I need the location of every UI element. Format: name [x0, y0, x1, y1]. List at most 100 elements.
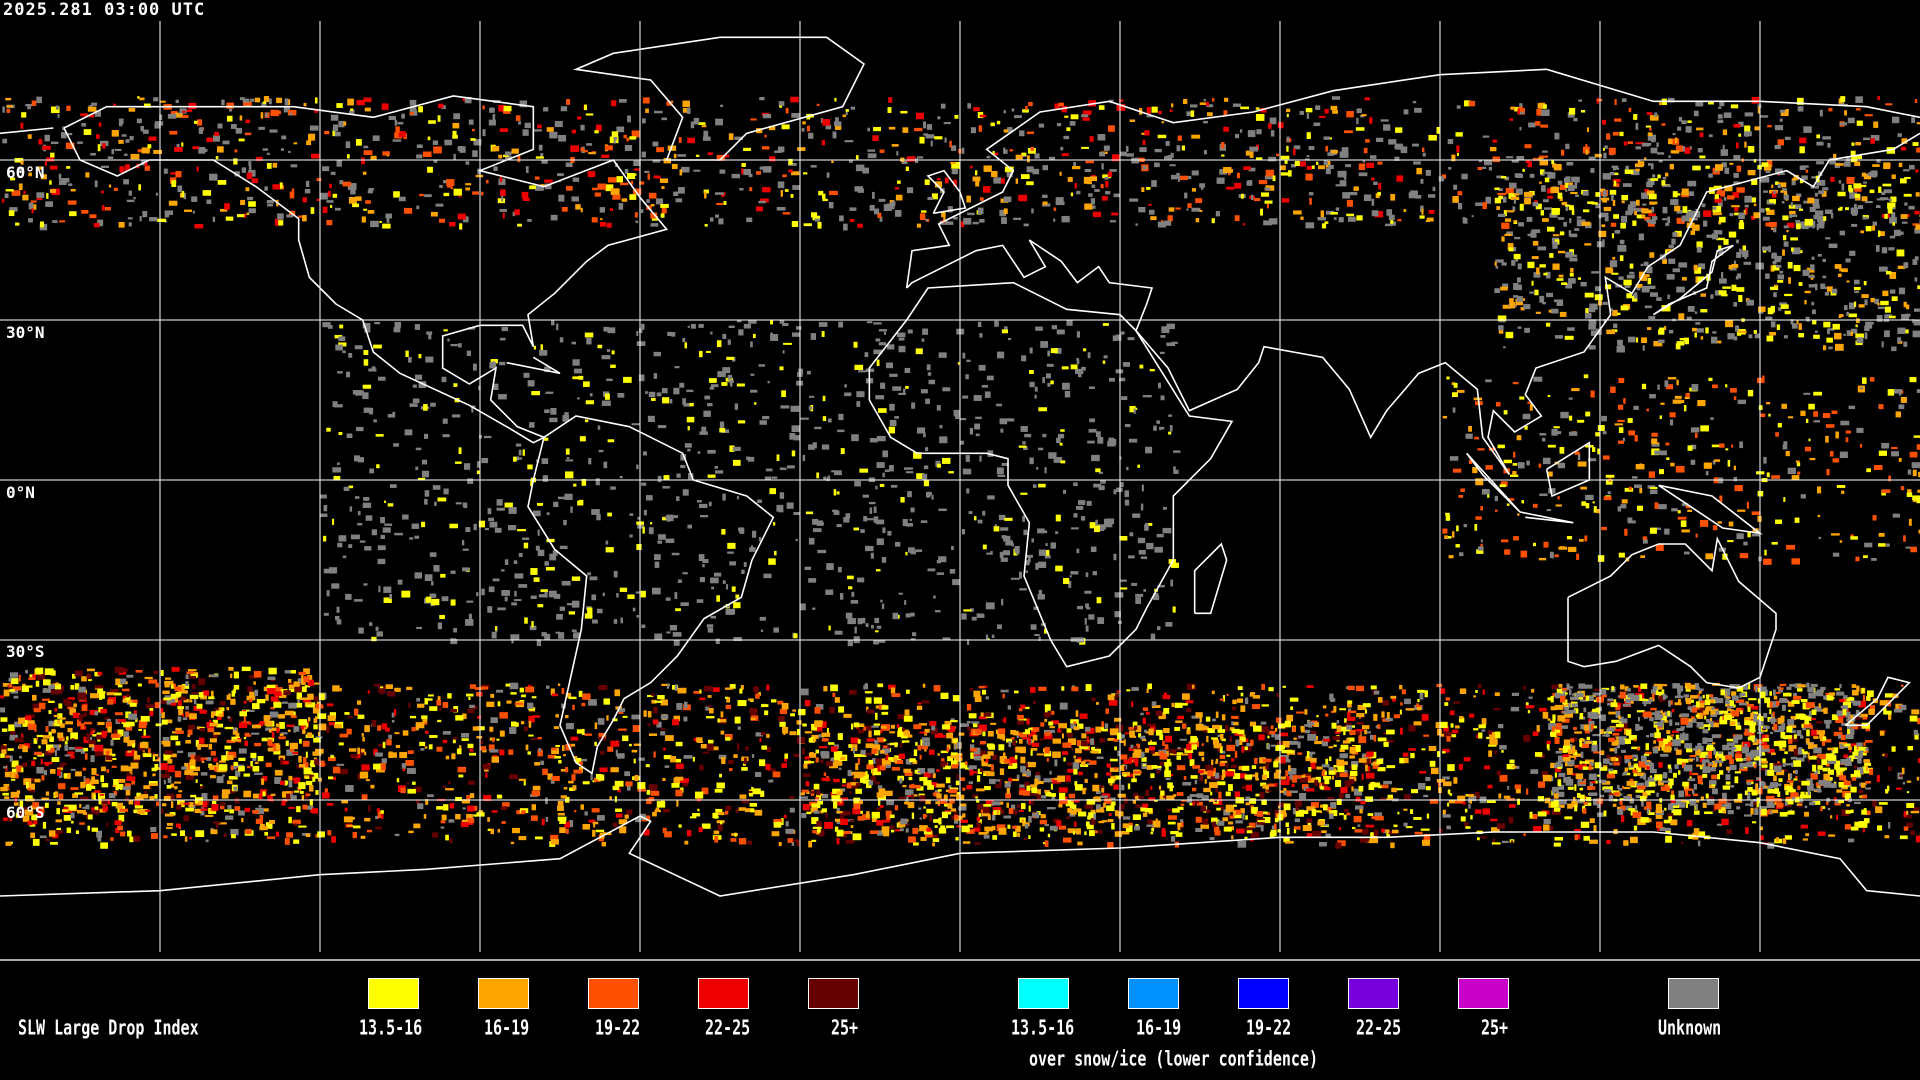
cloud-pixel	[462, 807, 466, 810]
cloud-pixel	[243, 790, 252, 798]
cloud-pixel	[1131, 701, 1134, 708]
cloud-pixel	[167, 776, 172, 783]
cloud-pixel	[1366, 731, 1371, 734]
cloud-pixel	[1866, 690, 1874, 697]
cloud-pixel	[149, 710, 154, 717]
cloud-pixel	[557, 805, 564, 812]
cloud-pixel	[1074, 821, 1077, 827]
cloud-pixel	[696, 737, 703, 743]
cloud-pixel	[1231, 728, 1240, 734]
cloud-pixel	[1213, 826, 1220, 833]
cloud-pixel	[462, 713, 467, 720]
cloud-pixel	[565, 714, 569, 719]
cloud-pixel	[126, 776, 136, 781]
cloud-pixel	[868, 780, 874, 786]
cloud-pixel	[1086, 824, 1094, 830]
cloud-pixel	[1386, 765, 1396, 769]
cloud-pixel	[1233, 810, 1236, 817]
cloud-pixel	[1625, 698, 1631, 704]
cloud-pixel	[1572, 693, 1575, 696]
cloud-pixel	[1702, 773, 1708, 778]
cloud-pixel	[496, 738, 500, 741]
cloud-pixel	[1290, 706, 1294, 710]
cloud-pixel	[1563, 777, 1569, 783]
cloud-pixel	[200, 772, 208, 776]
cloud-pixel	[490, 828, 494, 835]
cloud-pixel	[947, 756, 954, 762]
cloud-pixel	[1603, 758, 1610, 764]
cloud-pixel	[468, 696, 471, 701]
cloud-pixel	[969, 687, 974, 691]
cloud-pixel	[540, 760, 545, 765]
cloud-pixel	[911, 794, 914, 801]
cloud-pixel	[1560, 687, 1569, 691]
cloud-pixel	[487, 817, 490, 822]
cloud-pixel	[1474, 809, 1482, 814]
cloud-pixel	[698, 827, 703, 833]
cloud-pixel	[1344, 718, 1347, 723]
cloud-pixel	[107, 799, 111, 805]
cloud-pixel	[1627, 714, 1631, 718]
cloud-pixel	[1911, 709, 1920, 715]
cloud-pixel	[1755, 685, 1758, 693]
cloud-pixel	[241, 666, 251, 672]
cloud-pixel	[1709, 780, 1717, 785]
cloud-pixel	[1410, 752, 1415, 759]
cloud-pixel	[1170, 749, 1177, 753]
cloud-pixel	[1011, 778, 1020, 781]
cloud-pixel	[221, 755, 230, 761]
cloud-pixel	[1699, 751, 1708, 758]
cloud-pixel	[1562, 754, 1571, 760]
cloud-pixel	[1647, 712, 1652, 718]
cloud-pixel	[91, 768, 97, 775]
cloud-pixel	[1262, 766, 1267, 773]
cloud-pixel	[1695, 714, 1700, 718]
cloud-pixel	[1423, 734, 1429, 737]
cloud-pixel	[998, 728, 1006, 734]
cloud-pixel	[546, 685, 550, 689]
cloud-pixel	[1467, 794, 1474, 798]
cloud-pixel	[1077, 759, 1082, 763]
cloud-pixel	[1648, 712, 1657, 716]
cloud-pixel	[1878, 802, 1888, 805]
cloud-pixel	[336, 763, 345, 766]
cloud-pixel	[1177, 715, 1184, 720]
cloud-pixel	[1842, 701, 1852, 708]
cloud-pixel	[1761, 760, 1768, 764]
cloud-pixel	[1499, 744, 1507, 750]
cloud-pixel	[958, 806, 967, 811]
cloud-pixel	[110, 757, 117, 761]
cloud-pixel	[1820, 709, 1826, 712]
cloud-pixel	[851, 723, 854, 730]
cloud-pixel	[1863, 818, 1870, 824]
cloud-pixel	[821, 732, 831, 737]
cloud-pixel	[750, 808, 755, 813]
cloud-pixel	[244, 732, 250, 737]
cloud-pixel	[1134, 796, 1141, 800]
cloud-pixel	[273, 691, 282, 696]
cloud-pixel	[413, 823, 421, 829]
cloud-pixel	[1328, 756, 1332, 762]
cloud-pixel	[1100, 795, 1108, 799]
cloud-pixel	[1154, 799, 1158, 802]
cloud-pixel	[1371, 816, 1376, 820]
cloud-pixel	[242, 710, 247, 713]
cloud-pixel	[656, 721, 662, 728]
cloud-pixel	[660, 714, 669, 720]
cloud-pixel	[355, 757, 359, 760]
cloud-pixel	[96, 810, 99, 816]
cloud-pixel	[1806, 783, 1814, 791]
cloud-pixel	[143, 785, 150, 790]
cloud-pixel	[1580, 761, 1589, 764]
cloud-pixel	[525, 744, 529, 751]
cloud-pixel	[1138, 796, 1144, 799]
cloud-pixel	[1021, 818, 1025, 823]
cloud-pixel	[196, 703, 203, 709]
cloud-pixel	[905, 796, 909, 802]
cloud-pixel	[909, 758, 916, 763]
cloud-pixel	[1445, 697, 1450, 701]
cloud-pixel	[1207, 770, 1214, 777]
cloud-pixel	[1437, 782, 1441, 787]
cloud-pixel	[1245, 827, 1253, 831]
cloud-pixel	[839, 810, 847, 816]
